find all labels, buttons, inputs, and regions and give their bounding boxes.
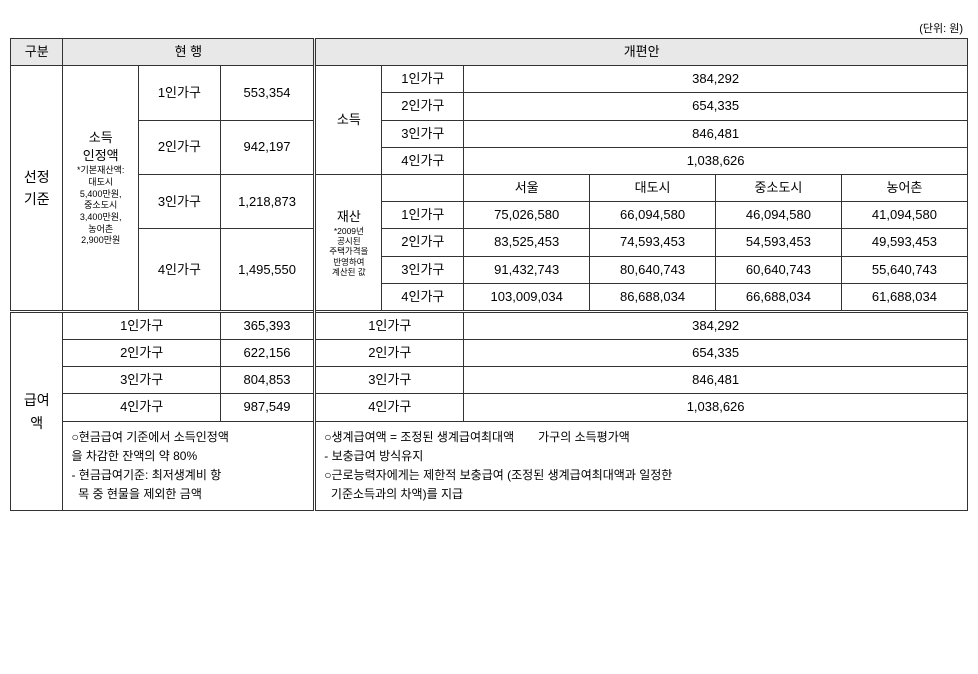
prop-inc-h4-label: 4인가구 [382, 147, 464, 174]
cur-sel-h4-val: 1,495,550 [220, 229, 314, 312]
prop-ben-h4-val: 1,038,626 [464, 394, 968, 421]
prop-inc-h2-val: 654,335 [464, 93, 968, 120]
prop-asset-h1-label: 1인가구 [382, 202, 464, 229]
income-rec-title: 소득인정액 [65, 129, 136, 165]
cur-sel-h2-label: 2인가구 [138, 120, 220, 174]
asset-title: 재산 [318, 208, 379, 226]
cur-sel-h3-label: 3인가구 [138, 174, 220, 228]
prop-inc-h4-val: 1,038,626 [464, 147, 968, 174]
side-income-rec: 소득인정액 *기본재산액:대도시5,400만원,중소도시3,400만원,농어촌2… [63, 66, 139, 312]
cur-ben-h2-label: 2인가구 [63, 340, 220, 367]
prop-ben-h3-val: 846,481 [464, 367, 968, 394]
asset-note: *2009년공시된주택가격을반영하여계산된 값 [318, 226, 379, 277]
header-current: 현 행 [63, 39, 315, 66]
proposed-formula-note: ○생계급여액 = 조정된 생계급여최대액 가구의 소득평가액 - 보충급여 방식… [315, 421, 968, 511]
region-rural: 농어촌 [841, 174, 967, 201]
prop-asset-h3-metro: 80,640,743 [590, 256, 716, 283]
prop-asset-h1-metro: 66,094,580 [590, 202, 716, 229]
prop-asset-h2-seoul: 83,525,453 [464, 229, 590, 256]
prop-asset-h4-small: 66,688,034 [716, 283, 842, 311]
prop-inc-h1-val: 384,292 [464, 66, 968, 93]
prop-asset-h2-label: 2인가구 [382, 229, 464, 256]
region-small: 중소도시 [716, 174, 842, 201]
prop-inc-h2-label: 2인가구 [382, 93, 464, 120]
prop-ben-h4-label: 4인가구 [315, 394, 464, 421]
cur-sel-h3-val: 1,218,873 [220, 174, 314, 228]
prop-asset-h4-rural: 61,688,034 [841, 283, 967, 311]
cur-sel-h1-val: 553,354 [220, 66, 314, 120]
current-formula-note: ○현금급여 기준에서 소득인정액 을 차감한 잔액의 약 80% - 현금급여기… [63, 421, 315, 511]
prop-asset-h4-label: 4인가구 [382, 283, 464, 311]
prop-ben-h2-val: 654,335 [464, 340, 968, 367]
prop-asset-h3-seoul: 91,432,743 [464, 256, 590, 283]
cur-ben-h3-val: 804,853 [220, 367, 314, 394]
prop-ben-h1-label: 1인가구 [315, 311, 464, 339]
prop-asset-h1-seoul: 75,026,580 [464, 202, 590, 229]
prop-asset-h3-small: 60,640,743 [716, 256, 842, 283]
cur-ben-h4-label: 4인가구 [63, 394, 220, 421]
unit-label: (단위: 원) [10, 20, 968, 36]
prop-asset-h2-small: 54,593,453 [716, 229, 842, 256]
prop-asset-region-blank [382, 174, 464, 201]
prop-asset-h4-seoul: 103,009,034 [464, 283, 590, 311]
cur-ben-h4-val: 987,549 [220, 394, 314, 421]
cur-sel-h1-label: 1인가구 [138, 66, 220, 120]
prop-inc-h3-label: 3인가구 [382, 120, 464, 147]
prop-inc-h1-label: 1인가구 [382, 66, 464, 93]
cur-ben-h1-label: 1인가구 [63, 311, 220, 339]
prop-asset-h2-rural: 49,593,453 [841, 229, 967, 256]
header-category: 구분 [11, 39, 63, 66]
cur-sel-h2-val: 942,197 [220, 120, 314, 174]
prop-asset-h2-metro: 74,593,453 [590, 229, 716, 256]
prop-asset-h3-rural: 55,640,743 [841, 256, 967, 283]
prop-ben-h3-label: 3인가구 [315, 367, 464, 394]
region-metro: 대도시 [590, 174, 716, 201]
cur-ben-h2-val: 622,156 [220, 340, 314, 367]
prop-asset-h4-metro: 86,688,034 [590, 283, 716, 311]
prop-asset-h1-small: 46,094,580 [716, 202, 842, 229]
header-proposed: 개편안 [315, 39, 968, 66]
prop-ben-h1-val: 384,292 [464, 311, 968, 339]
cur-ben-h3-label: 3인가구 [63, 367, 220, 394]
income-rec-note: *기본재산액:대도시5,400만원,중소도시3,400만원,농어촌2,900만원 [65, 165, 136, 247]
prop-inc-h3-val: 846,481 [464, 120, 968, 147]
main-table: 구분 현 행 개편안 선정기준 소득인정액 *기본재산액:대도시5,400만원,… [10, 38, 968, 511]
cur-sel-h4-label: 4인가구 [138, 229, 220, 312]
cur-ben-h1-val: 365,393 [220, 311, 314, 339]
row-label-benefit: 급여액 [11, 311, 63, 511]
row-label-selection: 선정기준 [11, 66, 63, 312]
prop-ben-h2-label: 2인가구 [315, 340, 464, 367]
prop-income-label: 소득 [315, 66, 382, 175]
prop-asset-label: 재산 *2009년공시된주택가격을반영하여계산된 값 [315, 174, 382, 311]
region-seoul: 서울 [464, 174, 590, 201]
prop-asset-h1-rural: 41,094,580 [841, 202, 967, 229]
prop-asset-h3-label: 3인가구 [382, 256, 464, 283]
